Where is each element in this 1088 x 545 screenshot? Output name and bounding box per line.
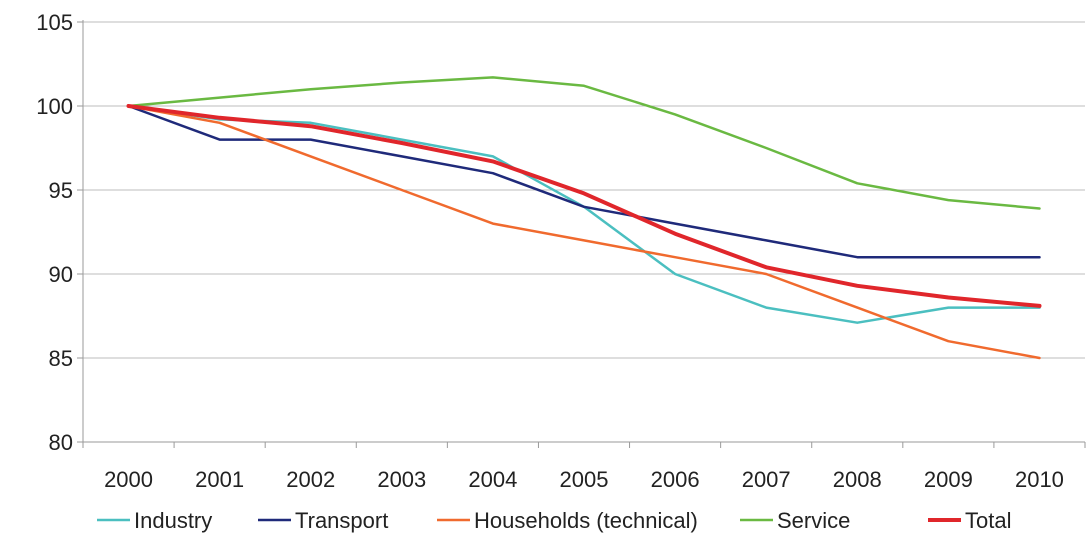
legend-label-industry: Industry [134,508,212,533]
x-tick-label: 2002 [286,467,335,492]
x-tick-label: 2004 [468,467,517,492]
x-tick-label: 2009 [924,467,973,492]
y-tick-label: 90 [49,262,73,287]
series-line-households-technical [127,104,1041,360]
series-line-transport [127,104,1041,259]
x-tick-label: 2001 [195,467,244,492]
series-lines [126,76,1042,360]
legend-label-transport: Transport [295,508,388,533]
y-tick-label: 95 [49,178,73,203]
y-tick-label: 100 [36,94,73,119]
y-tick-label: 80 [49,430,73,455]
axes: 80 85 90 95 100 105 2000 2001 2002 2003 2004 2005 20… [36,10,1086,492]
series-line-service [127,76,1041,210]
x-tick-label: 2000 [104,467,153,492]
legend-label-total: Total [965,508,1011,533]
x-tick-label: 2008 [833,467,882,492]
y-tick-label: 85 [49,346,73,371]
x-tick-label: 2005 [560,467,609,492]
legend-label-households-technical: Households (technical) [474,508,698,533]
y-tick-label: 105 [36,10,73,35]
x-tick-label: 2010 [1015,467,1064,492]
legend: Industry Transport Households (technical) S… [97,508,1011,533]
series-line-total [126,104,1042,308]
gridlines [83,21,1085,359]
x-tick-label: 2003 [377,467,426,492]
x-tick-label: 2007 [742,467,791,492]
legend-label-service: Service [777,508,850,533]
x-tick-label: 2006 [651,467,700,492]
